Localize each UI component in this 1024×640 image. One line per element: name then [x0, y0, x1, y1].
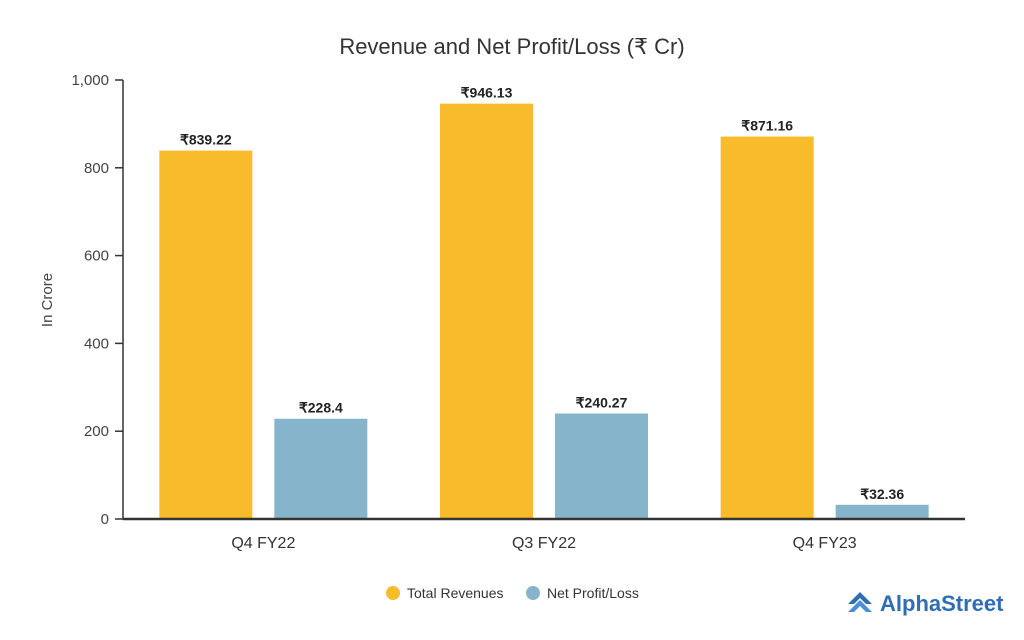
x-category-label: Q3 FY22	[512, 535, 576, 552]
brand-logo: AlphaStreet	[848, 591, 1004, 616]
data-label: ₹32.36	[860, 486, 904, 502]
chart-title: Revenue and Net Profit/Loss (₹ Cr)	[339, 34, 684, 59]
bar-total-revenues-1	[440, 103, 533, 520]
y-tick-label: 1,000	[71, 72, 109, 89]
y-tick-label: 800	[84, 160, 109, 177]
data-label: ₹871.16	[741, 118, 793, 134]
brand-name: AlphaStreet	[880, 591, 1004, 616]
bar-total-revenues-2	[720, 136, 814, 519]
y-axis-label: In Crore	[39, 273, 56, 327]
y-axis: 0 200 400 600 800 1,000	[71, 72, 124, 528]
y-tick-label: 600	[84, 248, 109, 265]
legend-swatch	[526, 586, 540, 600]
alphastreet-logo-icon	[848, 592, 872, 612]
data-label: ₹228.4	[299, 400, 343, 416]
data-label: ₹839.22	[180, 132, 232, 148]
x-category-label: Q4 FY23	[793, 535, 857, 552]
bar-net-profit-loss-2	[835, 504, 929, 519]
bars: ₹839.22 ₹228.4 ₹946.13 ₹240.27 ₹871.16 ₹32.36	[159, 85, 929, 520]
x-axis: Q4 FY22 Q3 FY22 Q4 FY23	[123, 517, 965, 552]
data-label: ₹240.27	[576, 395, 628, 411]
bar-total-revenues-0	[159, 150, 253, 520]
y-tick-label: 200	[84, 423, 109, 440]
legend-swatch	[386, 586, 400, 600]
y-tick-label: 400	[84, 335, 109, 352]
data-label: ₹946.13	[461, 85, 513, 101]
y-tick-label: 0	[101, 511, 109, 528]
legend: Total Revenues Net Profit/Loss	[386, 585, 639, 601]
bar-net-profit-loss-1	[555, 413, 648, 519]
legend-label: Total Revenues	[407, 585, 504, 601]
bar-net-profit-loss-0	[274, 418, 368, 519]
x-category-label: Q4 FY22	[231, 535, 295, 552]
legend-label: Net Profit/Loss	[547, 585, 639, 601]
